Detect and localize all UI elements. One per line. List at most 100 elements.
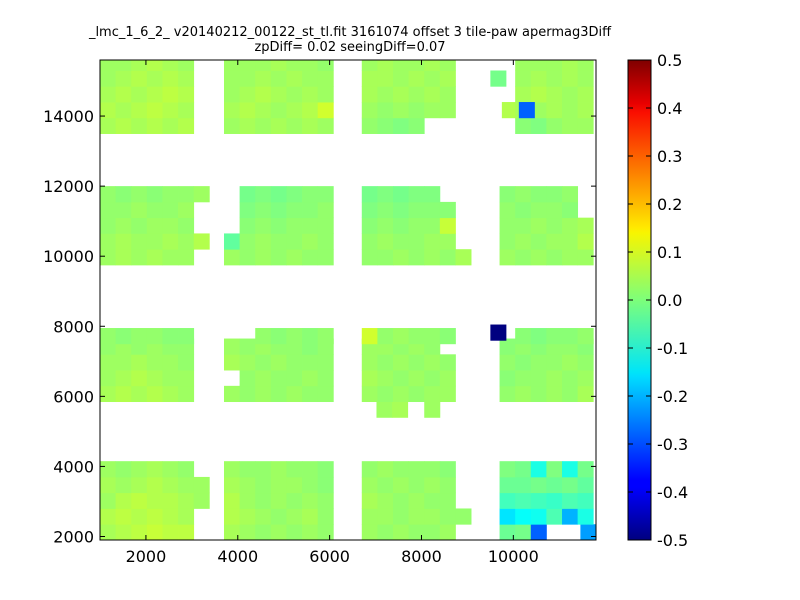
heatmap-cell (393, 60, 410, 71)
heatmap-cell (239, 461, 256, 478)
heatmap-cell (377, 370, 394, 387)
heatmap-cell (255, 86, 272, 103)
heatmap-cell (424, 461, 441, 478)
heatmap-cell (439, 461, 456, 478)
heatmap-cell (162, 461, 179, 478)
heatmap-cell (408, 102, 425, 119)
heatmap-cell (424, 249, 441, 266)
heatmap-cell (424, 186, 441, 203)
heatmap-cell (562, 249, 579, 266)
heatmap-cell (317, 461, 334, 478)
heatmap-cell (499, 370, 516, 387)
heatmap-cell (424, 524, 441, 540)
heatmap-cell (178, 233, 195, 250)
heatmap-cell (115, 117, 132, 134)
heatmap-cell (115, 385, 132, 403)
heatmap-cell (146, 217, 163, 234)
heatmap-cell (530, 461, 547, 478)
heatmap-cell (377, 117, 394, 134)
heatmap-cell (393, 328, 410, 345)
heatmap-cell (408, 370, 425, 387)
heatmap-cell (439, 233, 456, 250)
heatmap-cell (499, 186, 516, 203)
heatmap-cell (408, 249, 425, 266)
heatmap-cell (499, 524, 516, 540)
heatmap-cell (562, 492, 579, 509)
heatmap-cell (424, 492, 441, 509)
heatmap-cell (286, 476, 303, 494)
heatmap-cell (377, 86, 394, 103)
chart-title-line-1: _lmc_1_6_2_ v20140212_00122_st_tl.fit 31… (88, 25, 612, 40)
heatmap-cell (361, 508, 378, 525)
heatmap-cell (255, 117, 272, 134)
heatmap-cell (499, 476, 516, 494)
heatmap-cell (361, 102, 378, 119)
heatmap-cell (580, 524, 596, 540)
heatmap-cell (408, 461, 425, 478)
heatmap-cell (131, 217, 148, 234)
heatmap-cell (286, 186, 303, 203)
heatmap-cell (317, 385, 334, 403)
heatmap-cell (302, 328, 319, 345)
heatmap-cell (286, 60, 303, 71)
heatmap-cell (530, 233, 547, 250)
heatmap-cell (255, 70, 272, 87)
heatmap-cell (424, 476, 441, 494)
heatmap-cell (393, 70, 410, 87)
heatmap-cell (162, 60, 179, 71)
heatmap-cell (178, 461, 195, 478)
heatmap-cell (577, 70, 594, 87)
heatmap-cell (162, 217, 179, 234)
heatmap-cell (162, 70, 179, 87)
heatmap-cell (317, 370, 334, 387)
heatmap-cell (562, 117, 579, 134)
heatmap-cell (131, 102, 148, 119)
heatmap-cell (515, 233, 532, 250)
heatmap-cell (239, 370, 256, 387)
heatmap-cell (361, 233, 378, 250)
heatmap-cell (100, 354, 117, 371)
heatmap-cell (546, 70, 563, 87)
heatmap-cell (530, 508, 547, 525)
heatmap-cell (146, 476, 163, 494)
heatmap-cell (317, 102, 334, 119)
heatmap-cell (361, 354, 378, 371)
heatmap-cell (530, 328, 547, 345)
heatmap-cell (377, 186, 394, 203)
heatmap-cell (100, 233, 117, 250)
heatmap-cell (146, 86, 163, 103)
heatmap-cell (239, 70, 256, 87)
heatmap-cell (499, 201, 516, 219)
heatmap-cell (317, 217, 334, 234)
heatmap-cell (424, 70, 441, 87)
heatmap-cell (499, 217, 516, 234)
heatmap-cell (393, 186, 410, 203)
heatmap-cell (302, 249, 319, 266)
heatmap-cell (546, 60, 563, 71)
heatmap-cell (302, 70, 319, 87)
heatmap-cell (146, 524, 163, 540)
heatmap-cell (115, 370, 132, 387)
heatmap-cell (439, 524, 456, 540)
heatmap-cell (302, 233, 319, 250)
heatmap-cell (424, 233, 441, 250)
heatmap-cell (270, 233, 287, 250)
heatmap-cell (408, 86, 425, 103)
heatmap-cell (515, 508, 532, 525)
heatmap-cell (562, 508, 579, 525)
heatmap-cell (530, 354, 547, 371)
heatmap-cell (239, 233, 256, 250)
heatmap-cell (162, 354, 179, 371)
heatmap-cell (515, 461, 532, 478)
heatmap-cell (255, 492, 272, 509)
heatmap-cell (224, 60, 241, 71)
heatmap-cell (562, 60, 579, 71)
heatmap-cell (270, 328, 287, 345)
heatmap-cell (439, 249, 456, 266)
heatmap-cell (224, 385, 241, 403)
heatmap-cell (393, 249, 410, 266)
heatmap-cell (239, 102, 256, 119)
heatmap-cell (577, 492, 594, 509)
heatmap-cell (162, 370, 179, 387)
heatmap-cell (361, 476, 378, 494)
